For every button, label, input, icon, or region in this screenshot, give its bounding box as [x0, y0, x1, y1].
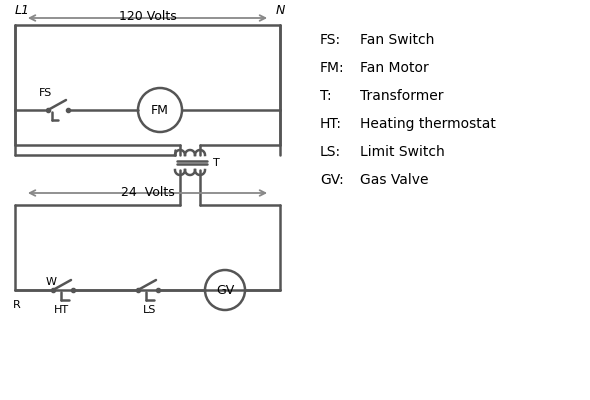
Text: LS:: LS: [320, 145, 341, 159]
Text: Fan Switch: Fan Switch [360, 33, 434, 47]
Text: 120 Volts: 120 Volts [119, 10, 177, 24]
Text: FS:: FS: [320, 33, 341, 47]
Text: R: R [13, 300, 21, 310]
Text: Gas Valve: Gas Valve [360, 173, 428, 187]
Text: GV: GV [216, 284, 234, 296]
Text: T:: T: [320, 89, 332, 103]
Text: T: T [213, 158, 219, 168]
Text: 24  Volts: 24 Volts [120, 186, 175, 200]
Text: Limit Switch: Limit Switch [360, 145, 445, 159]
Text: GV:: GV: [320, 173, 344, 187]
Text: FM: FM [151, 104, 169, 116]
Text: LS: LS [143, 305, 157, 315]
Text: FS: FS [40, 88, 53, 98]
Text: N: N [276, 4, 285, 16]
Text: Fan Motor: Fan Motor [360, 61, 429, 75]
Text: Heating thermostat: Heating thermostat [360, 117, 496, 131]
Text: Transformer: Transformer [360, 89, 444, 103]
Text: HT:: HT: [320, 117, 342, 131]
Text: FM:: FM: [320, 61, 345, 75]
Text: L1: L1 [15, 4, 30, 16]
Text: HT: HT [54, 305, 68, 315]
Text: W: W [45, 277, 57, 287]
